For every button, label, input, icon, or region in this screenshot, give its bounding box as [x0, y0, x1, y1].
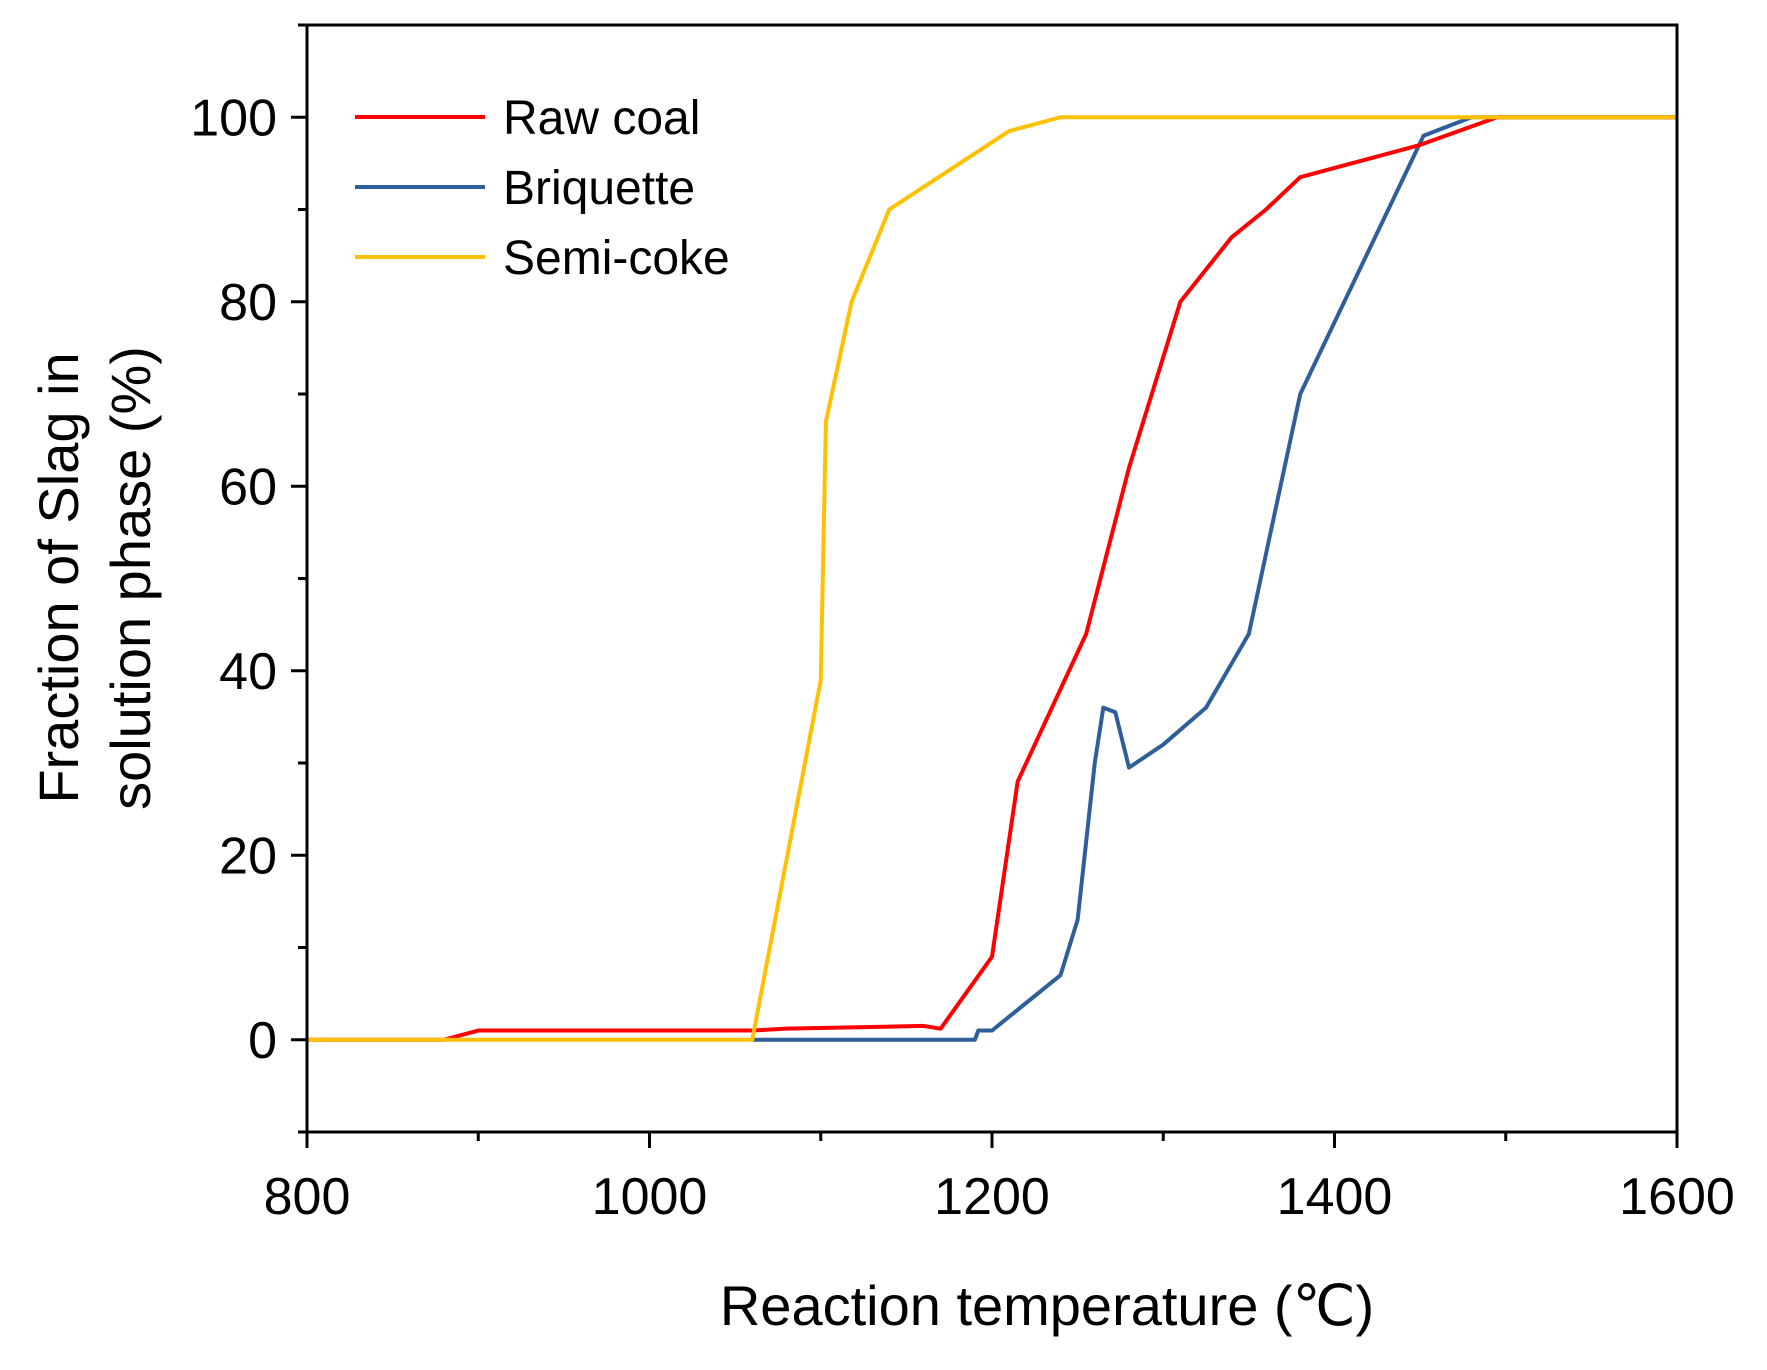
x-tick-label: 1200	[934, 1168, 1050, 1226]
y-tick-label: 100	[190, 89, 277, 147]
legend-label: Semi-coke	[503, 232, 730, 285]
y-axis-label-line2: solution phase (%)	[99, 346, 162, 810]
x-axis-label: Reaction temperature (℃)	[720, 1274, 1374, 1337]
x-tick-label: 1600	[1619, 1168, 1735, 1226]
x-tick-label: 1000	[592, 1168, 708, 1226]
legend-label: Raw coal	[503, 92, 700, 145]
y-tick-label: 40	[219, 643, 277, 701]
x-tick-label: 800	[264, 1168, 351, 1226]
y-tick-label: 20	[219, 827, 277, 885]
y-axis-label-line1: Fraction of Slag in	[27, 352, 90, 803]
series-line-semi-coke	[307, 115, 1677, 1042]
series-line-raw-coal	[307, 115, 1677, 1042]
legend: Raw coal Briquette Semi-coke	[355, 92, 730, 285]
y-tick-label: 0	[248, 1012, 277, 1070]
series-line-briquette	[752, 115, 1677, 1042]
y-tick-label: 60	[219, 458, 277, 516]
x-tick-label: 1400	[1277, 1168, 1393, 1226]
legend-label: Briquette	[503, 162, 695, 215]
y-tick-label: 80	[219, 274, 277, 332]
